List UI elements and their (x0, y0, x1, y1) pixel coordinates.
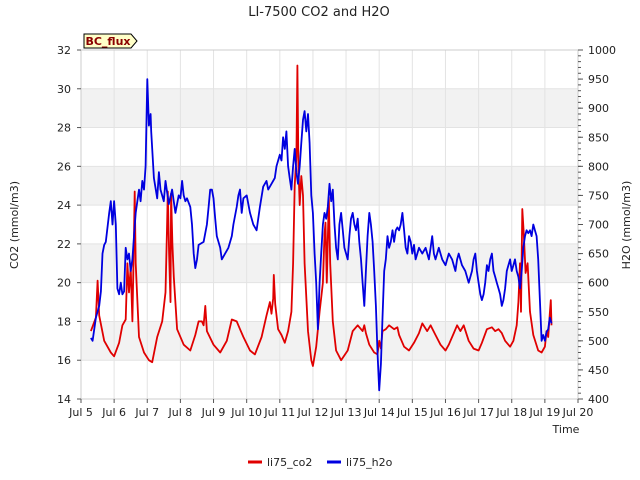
legend-label-co2: li75_co2 (267, 456, 312, 469)
grid-band (81, 88, 578, 128)
y-right-tick: 900 (578, 102, 609, 115)
x-tick-label: Jul 18 (495, 406, 527, 419)
y-right-tick: 550 (578, 306, 609, 319)
x-tick-label: Jul 13 (330, 406, 362, 419)
x-tick-label: Jul 9 (201, 406, 226, 419)
y-left-tick-label: 30 (57, 83, 71, 96)
grid-band (81, 321, 578, 361)
y-left-tick: 20 (57, 277, 81, 290)
y-left-tick: 28 (57, 122, 81, 135)
y-left-axis-label: CO2 (mmol/m3) (8, 181, 21, 269)
x-tick: Jul 16 (429, 399, 461, 419)
x-tick-label: Jul 16 (429, 406, 461, 419)
x-tick-label: Jul 6 (101, 406, 126, 419)
y-right-tick-label: 500 (588, 335, 609, 348)
y-left-tick-label: 16 (57, 354, 71, 367)
y-right-tick: 800 (578, 160, 609, 173)
legend-label-h2o: li75_h2o (346, 456, 393, 469)
y-right-tick-label: 850 (588, 131, 609, 144)
y-right-tick: 950 (578, 73, 609, 86)
badge-shape (83, 33, 138, 49)
x-tick-label: Jul 17 (462, 406, 494, 419)
x-tick-label: Jul 12 (297, 406, 329, 419)
x-tick: Jul 11 (263, 399, 295, 419)
y-left-tick-label: 22 (57, 238, 71, 251)
chart-title: LI-7500 CO2 and H2O (248, 5, 390, 20)
x-tick-label: Jul 19 (528, 406, 560, 419)
y-right-tick-label: 650 (588, 248, 609, 261)
y-left-tick-label: 32 (57, 44, 71, 57)
x-tick: Jul 7 (134, 399, 159, 419)
y-right-tick: 750 (578, 189, 609, 202)
y-right-tick: 600 (578, 277, 609, 290)
x-tick: Jul 17 (462, 399, 494, 419)
y-right-tick: 500 (578, 335, 609, 348)
x-tick-label: Jul 8 (168, 406, 193, 419)
legend: li75_co2 li75_h2o (248, 456, 393, 469)
x-tick: Jul 19 (528, 399, 560, 419)
x-tick-label: Jul 10 (230, 406, 262, 419)
y-right-tick: 1000 (578, 44, 616, 57)
x-tick-label: Jul 15 (396, 406, 428, 419)
x-tick: Jul 6 (101, 399, 126, 419)
x-tick: Jul 5 (68, 399, 93, 419)
x-tick-label: Jul 20 (562, 406, 594, 419)
y-right-tick: 850 (578, 131, 609, 144)
y-left-axis-ticks: 14 16 18 20 22 24 26 28 30 32 (57, 44, 81, 406)
x-tick: Jul 14 (363, 399, 395, 419)
x-tick: Jul 13 (330, 399, 362, 419)
series-line-li75_h2o (90, 78, 553, 392)
x-tick-label: Jul 14 (363, 406, 395, 419)
x-tick-label: Jul 7 (134, 406, 159, 419)
y-left-tick-label: 18 (57, 315, 71, 328)
y-left-tick: 22 (57, 238, 81, 251)
y-left-tick: 14 (57, 393, 81, 406)
y-right-tick: 700 (578, 219, 609, 232)
x-tick-label: Jul 5 (68, 406, 93, 419)
y-left-tick: 18 (57, 315, 81, 328)
x-tick: Jul 8 (168, 399, 193, 419)
y-left-tick-label: 28 (57, 122, 71, 135)
y-right-tick: 650 (578, 248, 609, 261)
y-right-tick-label: 400 (588, 393, 609, 406)
y-left-tick-label: 24 (57, 199, 71, 212)
x-tick: Jul 15 (396, 399, 428, 419)
y-right-tick-label: 600 (588, 277, 609, 290)
x-axis-ticks: Jul 5 Jul 6 Jul 7 Jul 8 Jul 9 Jul 10 Jul 11 Jul… (68, 399, 593, 419)
y-right-tick-label: 1000 (588, 44, 616, 57)
y-right-tick-label: 950 (588, 73, 609, 86)
x-tick: Jul 20 (562, 399, 594, 419)
y-right-tick-label: 900 (588, 102, 609, 115)
y-right-tick: 450 (578, 364, 609, 377)
bc-flux-badge: BC_flux (83, 33, 138, 49)
y-left-tick: 26 (57, 160, 81, 173)
y-right-axis-ticks: 400 450 500 550 600 650 700 750 800 850 900 950 1000 (578, 44, 616, 406)
x-tick: Jul 10 (230, 399, 262, 419)
y-left-tick: 30 (57, 83, 81, 96)
x-axis-label: Time (552, 423, 580, 436)
y-right-tick: 400 (578, 393, 609, 406)
y-right-tick-label: 800 (588, 160, 609, 173)
x-tick: Jul 18 (495, 399, 527, 419)
y-left-tick: 24 (57, 199, 81, 212)
y-left-tick-label: 14 (57, 393, 71, 406)
y-right-tick-label: 550 (588, 306, 609, 319)
badge-label: BC_flux (85, 35, 130, 48)
y-right-tick-label: 450 (588, 364, 609, 377)
x-tick-label: Jul 11 (263, 406, 295, 419)
y-left-tick: 16 (57, 354, 81, 367)
y-right-tick-label: 750 (588, 189, 609, 202)
x-tick: Jul 9 (201, 399, 226, 419)
series-lines (90, 64, 553, 392)
y-right-axis-label: H2O (mmol/m3) (620, 181, 633, 270)
series-line-li75_co2 (90, 64, 553, 367)
y-left-tick-label: 26 (57, 160, 71, 173)
x-tick: Jul 12 (297, 399, 329, 419)
y-right-tick-label: 700 (588, 219, 609, 232)
y-left-tick: 32 (57, 44, 81, 57)
y-left-tick-label: 20 (57, 277, 71, 290)
